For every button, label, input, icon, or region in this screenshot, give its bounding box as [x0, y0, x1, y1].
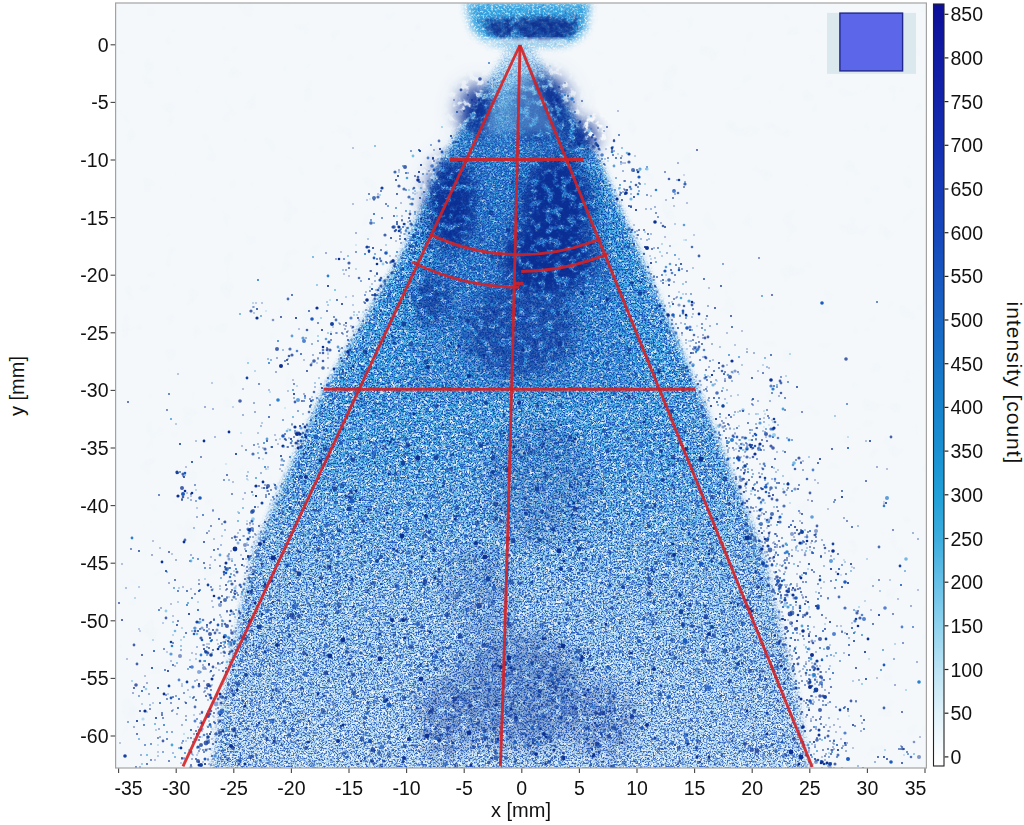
svg-text:350: 350: [951, 440, 984, 462]
svg-text:intensity [count]: intensity [count]: [1003, 302, 1024, 465]
svg-text:200: 200: [951, 571, 984, 593]
svg-text:-25: -25: [80, 322, 108, 344]
svg-text:-30: -30: [80, 379, 108, 401]
svg-text:500: 500: [951, 309, 984, 331]
svg-text:-15: -15: [80, 207, 108, 229]
svg-text:0: 0: [951, 746, 962, 768]
svg-text:400: 400: [951, 396, 984, 418]
svg-text:15: 15: [684, 777, 706, 799]
svg-text:650: 650: [951, 178, 984, 200]
svg-text:-60: -60: [80, 725, 108, 747]
svg-text:-45: -45: [80, 552, 108, 574]
svg-text:750: 750: [951, 91, 984, 113]
svg-text:x [mm]: x [mm]: [491, 799, 551, 821]
svg-text:0: 0: [98, 34, 109, 56]
svg-text:600: 600: [951, 222, 984, 244]
svg-text:-30: -30: [162, 777, 190, 799]
svg-text:-55: -55: [80, 667, 108, 689]
svg-text:300: 300: [951, 484, 984, 506]
svg-text:850: 850: [951, 3, 984, 25]
svg-text:y [mm]: y [mm]: [6, 356, 28, 416]
svg-text:-10: -10: [393, 777, 421, 799]
svg-text:-35: -35: [115, 777, 143, 799]
svg-text:-25: -25: [220, 777, 248, 799]
svg-text:10: 10: [626, 777, 648, 799]
svg-text:-20: -20: [277, 777, 305, 799]
svg-text:100: 100: [951, 659, 984, 681]
svg-text:-50: -50: [80, 610, 108, 632]
svg-text:-20: -20: [80, 264, 108, 286]
svg-text:30: 30: [857, 777, 879, 799]
svg-text:35: 35: [905, 777, 927, 799]
svg-text:-15: -15: [335, 777, 363, 799]
svg-text:250: 250: [951, 528, 984, 550]
svg-text:-10: -10: [80, 149, 108, 171]
svg-text:0: 0: [516, 777, 527, 799]
svg-text:150: 150: [951, 615, 984, 637]
svg-text:450: 450: [951, 353, 984, 375]
svg-text:-40: -40: [80, 495, 108, 517]
svg-text:-5: -5: [456, 777, 473, 799]
svg-text:-35: -35: [80, 437, 108, 459]
svg-text:-5: -5: [91, 91, 108, 113]
svg-text:700: 700: [951, 134, 984, 156]
svg-text:50: 50: [951, 702, 973, 724]
svg-text:20: 20: [741, 777, 763, 799]
svg-text:5: 5: [574, 777, 585, 799]
svg-text:25: 25: [799, 777, 821, 799]
svg-text:800: 800: [951, 47, 984, 69]
svg-text:550: 550: [951, 265, 984, 287]
